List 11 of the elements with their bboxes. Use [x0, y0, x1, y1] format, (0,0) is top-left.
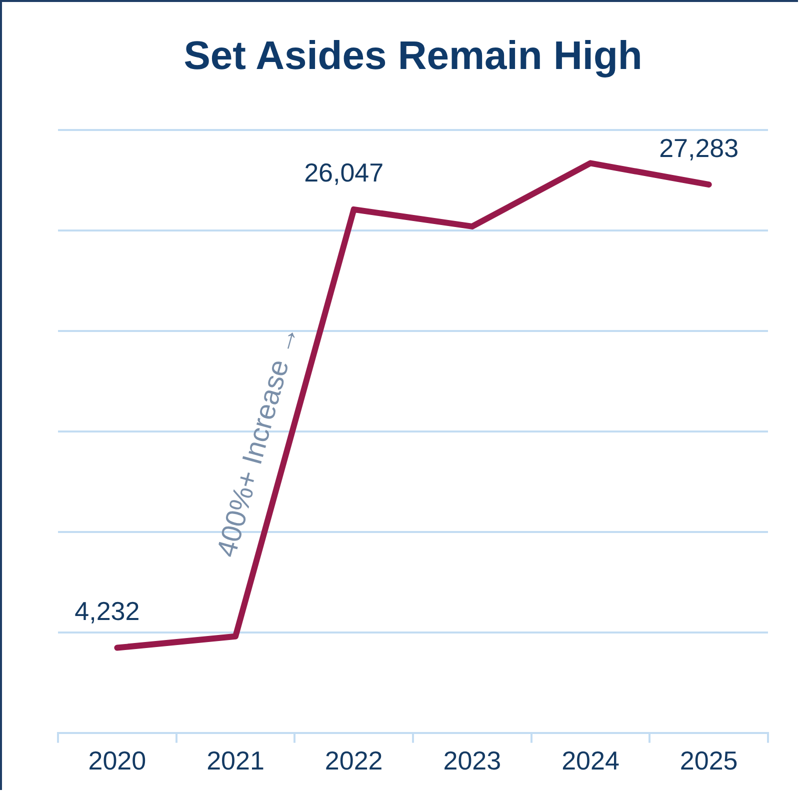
chart-title: Set Asides Remain High — [184, 34, 642, 78]
data-label: 26,047 — [304, 158, 384, 188]
x-tick-label: 2024 — [562, 746, 620, 776]
x-tick-label: 2020 — [88, 746, 146, 776]
x-tick-label: 2022 — [324, 746, 383, 776]
x-tick-label: 2025 — [680, 746, 738, 776]
x-tick-label: 2023 — [443, 746, 502, 776]
annotation: 400%+ Increase → — [210, 322, 304, 560]
x-tick-label: 2021 — [206, 746, 264, 776]
data-label: 4,232 — [74, 596, 140, 626]
data-label: 27,283 — [659, 132, 739, 163]
